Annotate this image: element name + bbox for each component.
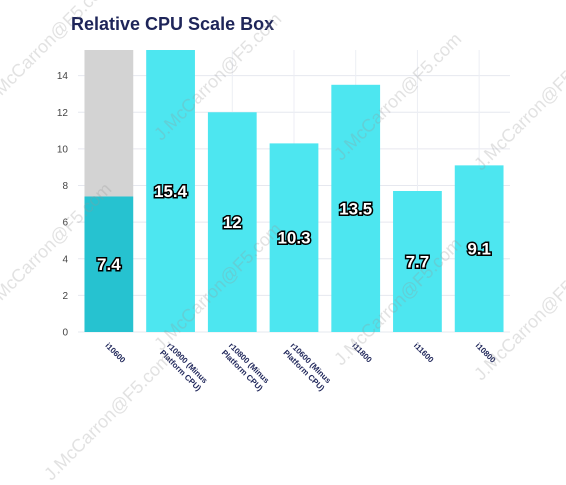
y-tick-label: 10 xyxy=(57,144,69,155)
data-label: 15.4 xyxy=(154,182,188,201)
bar xyxy=(84,196,134,332)
bar xyxy=(146,50,195,332)
bar xyxy=(454,165,504,332)
y-tick-label: 6 xyxy=(62,218,68,229)
data-label: 13.5 xyxy=(339,199,372,218)
bar xyxy=(269,143,319,332)
x-tick-label-line: i11600 xyxy=(412,341,436,365)
bar-chart: 0 2 4 6 8 10 12 14 7.4 15.4 12 10.3 13.5 7.7 9.1 i106… xyxy=(57,50,510,393)
data-label: 9.1 xyxy=(467,240,491,259)
data-label: 7.4 xyxy=(97,255,121,274)
y-tick-label: 2 xyxy=(62,291,68,302)
x-tick-label: i11800 xyxy=(350,341,374,365)
x-tick-label: i10600 xyxy=(103,341,127,365)
bar xyxy=(393,191,442,332)
bars xyxy=(84,50,504,333)
y-tick-label: 14 xyxy=(57,71,69,82)
chart-title: Relative CPU Scale Box xyxy=(71,14,275,34)
x-tick-label: i10800 xyxy=(474,341,498,365)
bar-extra xyxy=(84,50,134,197)
y-tick-label: 12 xyxy=(57,108,69,119)
x-tick-label-line: i11800 xyxy=(350,341,374,365)
x-tick-label-line: i10600 xyxy=(103,341,127,365)
data-label: 10.3 xyxy=(277,229,310,248)
y-tick-label: 4 xyxy=(62,254,68,265)
y-tick-label: 8 xyxy=(62,181,68,192)
x-tick-label: i11600 xyxy=(412,341,436,365)
bar xyxy=(207,112,257,333)
x-tick-label-line: i10800 xyxy=(474,341,498,365)
data-label: 7.7 xyxy=(406,253,430,272)
data-label: 12 xyxy=(223,213,242,232)
bar xyxy=(331,84,381,332)
y-tick-label: 0 xyxy=(62,328,68,339)
data-labels: 7.4 15.4 12 10.3 13.5 7.7 9.1 xyxy=(96,181,493,276)
y-axis: 0 2 4 6 8 10 12 14 xyxy=(57,71,69,338)
